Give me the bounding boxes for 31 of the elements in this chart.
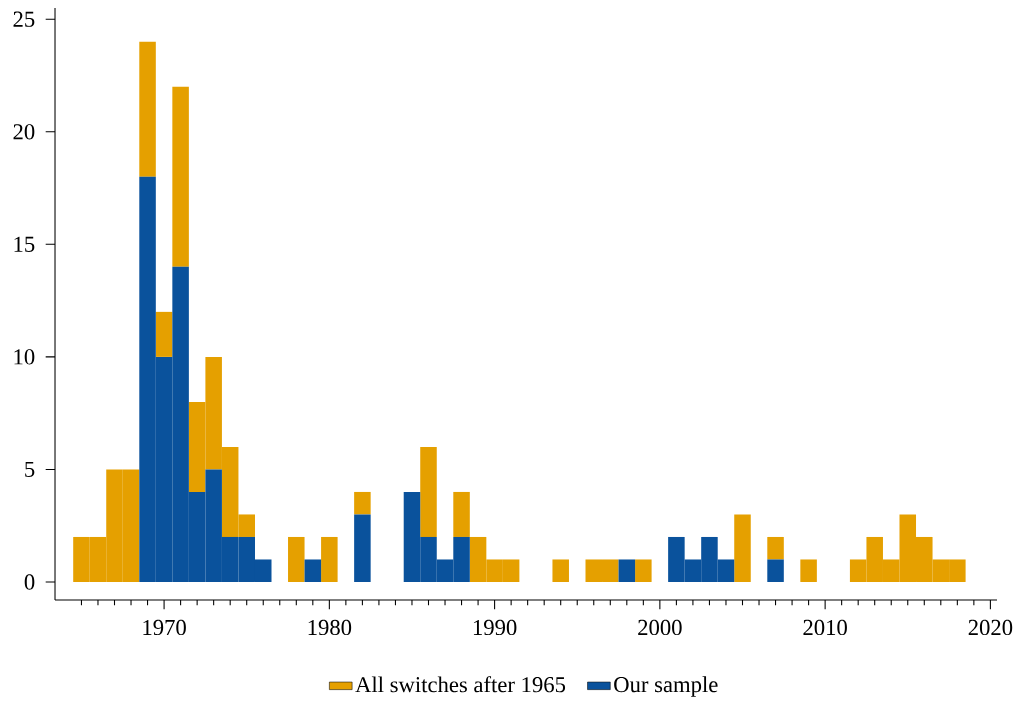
bar [453,491,470,537]
x-tick-label: 1990 [473,619,517,636]
y-tick-label: 0 [24,574,35,590]
legend-label: Our sample [614,676,718,697]
bar [767,559,784,582]
bar [618,559,636,582]
bar [354,491,371,515]
bar [635,559,652,582]
bar [155,311,173,357]
bar [172,86,189,267]
y-tick-label: 25 [13,11,35,27]
bar [734,514,751,582]
bar [304,559,322,582]
bar [767,536,784,560]
y-tick-label: 15 [14,236,35,252]
y-tick-label: 20 [13,124,35,140]
bar [139,41,156,177]
x-tick-label: 1980 [308,619,352,636]
bar [420,446,437,537]
legend-label: All switches after 1965 [355,676,566,693]
x-tick-label: 2020 [968,619,1013,636]
x-tick-label: 2000 [638,619,682,636]
bar [552,559,569,582]
bar [354,514,371,582]
bar [800,559,817,582]
y-tick-label: 5 [25,461,35,477]
x-tick-label: 2010 [803,619,847,636]
x-tick-label: 1970 [143,619,186,636]
y-tick-label: 10 [14,349,35,365]
bar [321,536,338,582]
bar [288,536,305,582]
